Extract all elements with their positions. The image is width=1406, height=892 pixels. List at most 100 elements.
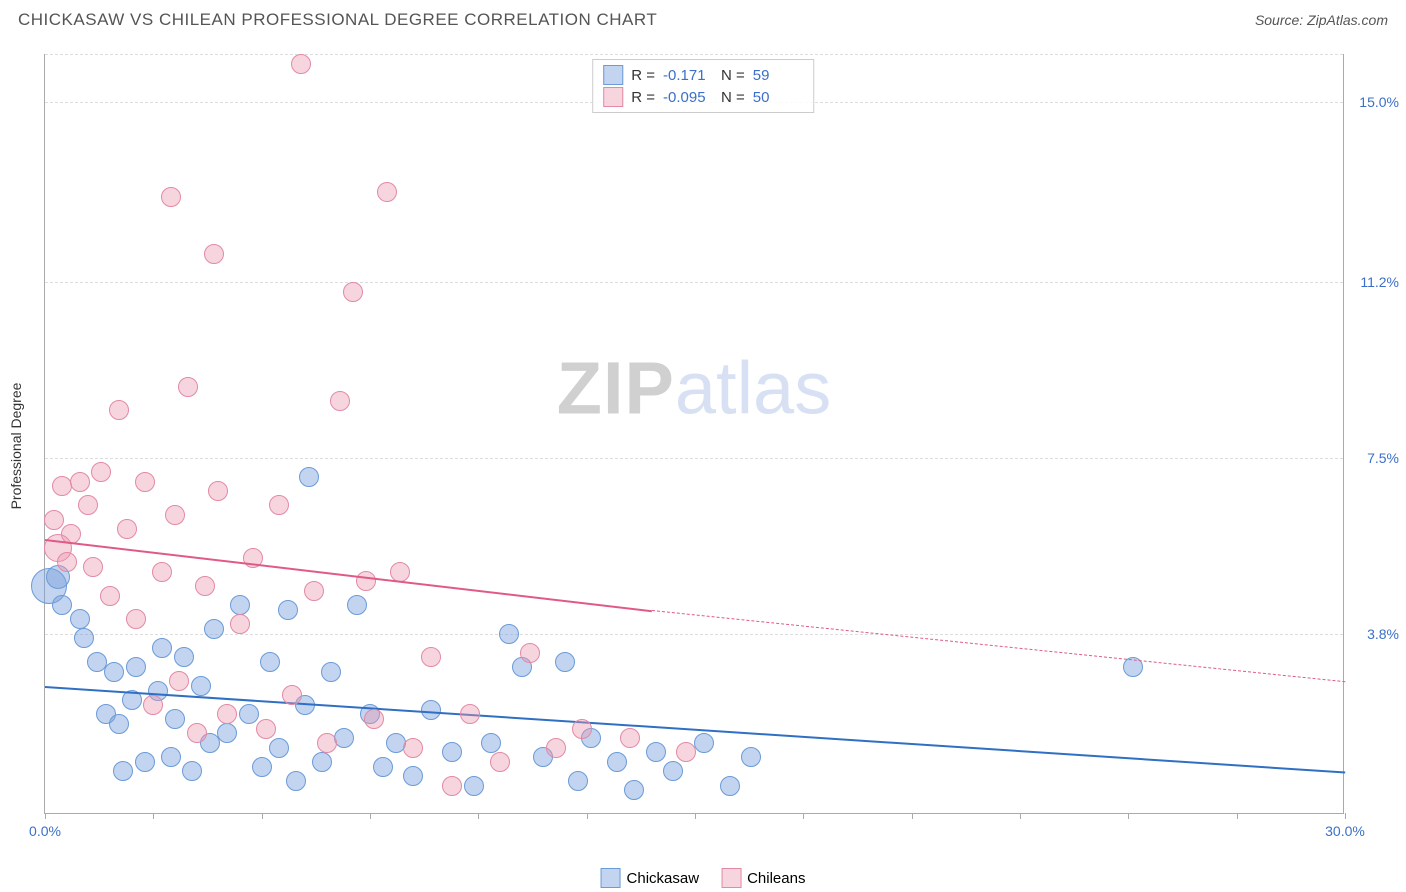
legend-label-chickasaw: Chickasaw	[627, 870, 700, 887]
x-tick-label: 0.0%	[29, 823, 61, 839]
x-tick-label: 30.0%	[1325, 823, 1365, 839]
data-point	[260, 652, 280, 672]
data-point	[278, 600, 298, 620]
x-tick	[1128, 813, 1129, 819]
data-point	[230, 595, 250, 615]
data-point	[377, 182, 397, 202]
data-point	[421, 647, 441, 667]
y-tick-label: 3.8%	[1367, 626, 1399, 642]
bottom-legend: Chickasaw Chileans	[601, 868, 806, 888]
y-tick-label: 15.0%	[1359, 94, 1399, 110]
data-point	[195, 576, 215, 596]
data-point	[161, 747, 181, 767]
data-point	[109, 714, 129, 734]
header: CHICKASAW VS CHILEAN PROFESSIONAL DEGREE…	[0, 0, 1406, 36]
n-label: N =	[721, 67, 745, 84]
data-point	[161, 187, 181, 207]
data-point	[256, 719, 276, 739]
chart-plot-area: ZIPatlas 3.8%7.5%11.2%15.0%0.0%30.0%	[44, 54, 1344, 814]
r-value-chickasaw: -0.171	[663, 67, 713, 84]
y-tick-label: 11.2%	[1360, 274, 1399, 290]
chart-title: CHICKASAW VS CHILEAN PROFESSIONAL DEGREE…	[18, 10, 657, 30]
swatch-chileans	[721, 868, 741, 888]
data-point	[135, 472, 155, 492]
n-label: N =	[721, 89, 745, 106]
data-point	[646, 742, 666, 762]
data-point	[304, 581, 324, 601]
source-prefix: Source:	[1255, 12, 1307, 28]
data-point	[676, 742, 696, 762]
data-point	[204, 619, 224, 639]
data-point	[442, 742, 462, 762]
data-point	[126, 657, 146, 677]
data-point	[152, 638, 172, 658]
gridline	[45, 458, 1343, 459]
data-point	[291, 54, 311, 74]
data-point	[321, 662, 341, 682]
x-tick	[695, 813, 696, 819]
r-label: R =	[631, 89, 655, 106]
r-value-chileans: -0.095	[663, 89, 713, 106]
data-point	[252, 757, 272, 777]
legend-item-chileans: Chileans	[721, 868, 805, 888]
r-label: R =	[631, 67, 655, 84]
data-point	[299, 467, 319, 487]
data-point	[347, 595, 367, 615]
data-point	[490, 752, 510, 772]
swatch-chickasaw	[601, 868, 621, 888]
data-point	[403, 738, 423, 758]
data-point	[572, 719, 592, 739]
watermark-zip: ZIP	[557, 346, 675, 429]
data-point	[403, 766, 423, 786]
legend-item-chickasaw: Chickasaw	[601, 868, 700, 888]
data-point	[460, 704, 480, 724]
data-point	[78, 495, 98, 515]
x-tick	[587, 813, 588, 819]
watermark-atlas: atlas	[675, 346, 831, 429]
data-point	[546, 738, 566, 758]
data-point	[135, 752, 155, 772]
x-tick	[1237, 813, 1238, 819]
data-point	[113, 761, 133, 781]
data-point	[334, 728, 354, 748]
data-point	[100, 586, 120, 606]
data-point	[57, 552, 77, 572]
data-point	[126, 609, 146, 629]
gridline	[45, 54, 1343, 55]
data-point	[663, 761, 683, 781]
data-point	[174, 647, 194, 667]
data-point	[83, 557, 103, 577]
data-point	[165, 505, 185, 525]
source-name: ZipAtlas.com	[1307, 12, 1388, 28]
data-point	[568, 771, 588, 791]
data-point	[286, 771, 306, 791]
x-tick	[1020, 813, 1021, 819]
data-point	[520, 643, 540, 663]
data-point	[624, 780, 644, 800]
x-tick	[153, 813, 154, 819]
data-point	[208, 481, 228, 501]
data-point	[230, 614, 250, 634]
data-point	[217, 704, 237, 724]
data-point	[169, 671, 189, 691]
data-point	[694, 733, 714, 753]
data-point	[364, 709, 384, 729]
data-point	[499, 624, 519, 644]
trend-line	[45, 686, 1345, 773]
data-point	[109, 400, 129, 420]
data-point	[312, 752, 332, 772]
data-point	[178, 377, 198, 397]
data-point	[187, 723, 207, 743]
data-point	[356, 571, 376, 591]
trend-line	[652, 610, 1345, 682]
data-point	[182, 761, 202, 781]
data-point	[70, 609, 90, 629]
data-point	[52, 595, 72, 615]
data-point	[282, 685, 302, 705]
stats-row-chileans: R = -0.095 N = 50	[603, 86, 803, 108]
stats-legend: R = -0.171 N = 59 R = -0.095 N = 50	[592, 59, 814, 113]
data-point	[70, 472, 90, 492]
data-point	[720, 776, 740, 796]
data-point	[421, 700, 441, 720]
data-point	[217, 723, 237, 743]
